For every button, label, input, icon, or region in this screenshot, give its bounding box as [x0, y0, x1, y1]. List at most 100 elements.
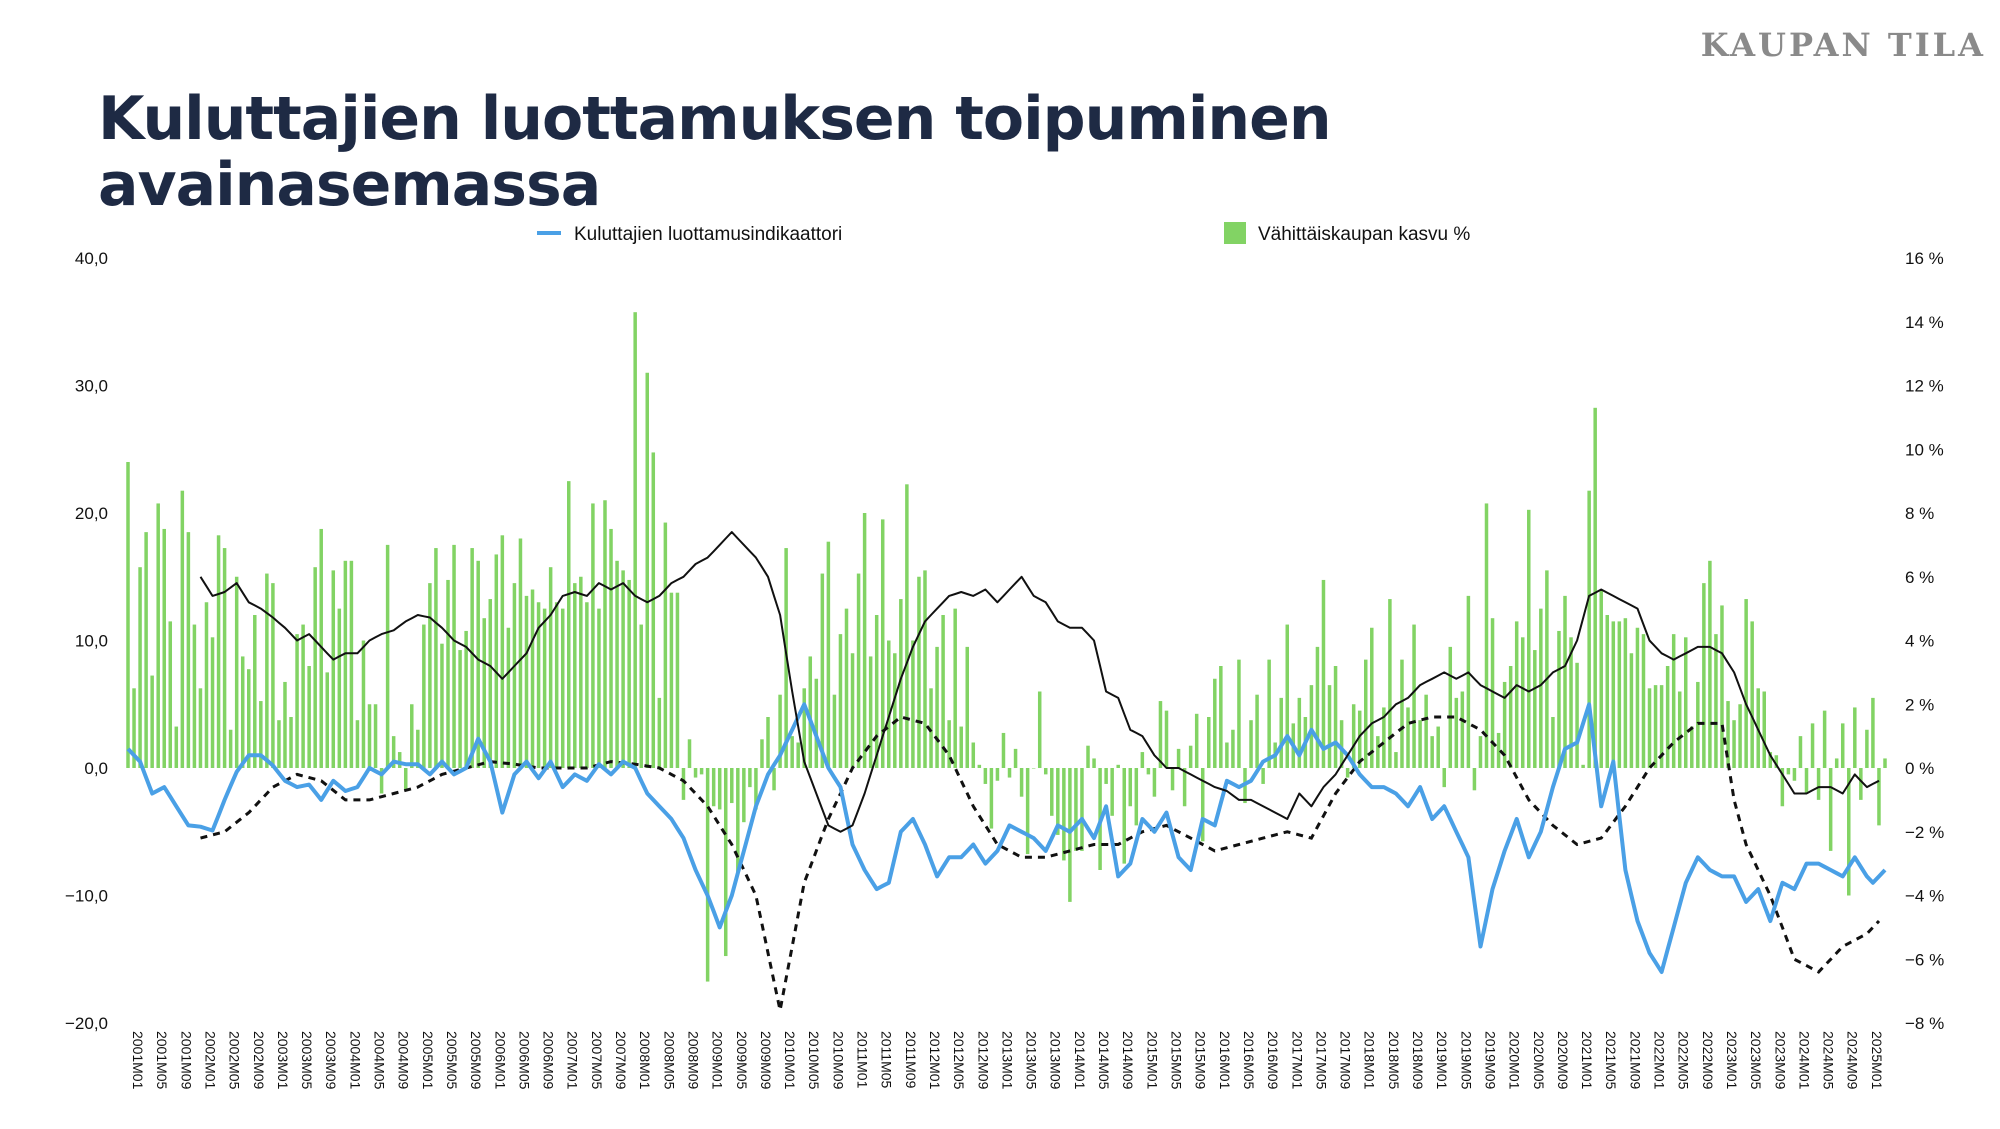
retail-bar: [1339, 720, 1344, 768]
retail-bar: [174, 726, 179, 768]
retail-bar: [512, 583, 517, 769]
x-tick-label: 2016M05: [1241, 1031, 1257, 1090]
retail-bar: [1267, 659, 1271, 769]
retail-bar: [681, 768, 686, 800]
retail-bar: [917, 576, 921, 768]
x-tick-label: 2007M09: [613, 1031, 629, 1090]
retail-bar: [989, 768, 994, 829]
retail-bar: [1478, 736, 1483, 769]
retail-bar: [355, 720, 360, 768]
retail-bar: [1122, 768, 1126, 864]
x-tick-label: 2004M05: [372, 1031, 388, 1090]
retail-bar: [271, 583, 275, 769]
retail-bar: [1019, 768, 1024, 797]
retail-bar: [579, 576, 583, 768]
retail-bar: [1400, 659, 1404, 769]
retail-bar: [277, 720, 281, 768]
retail-bar: [319, 528, 323, 768]
retail-bar: [1653, 685, 1658, 769]
retail-bar: [1164, 710, 1169, 769]
retail-bar: [325, 672, 329, 769]
legend-label-confidence: Kuluttajien luottamusindikaattori: [574, 224, 842, 245]
retail-bar: [1822, 710, 1827, 769]
title-line-1: Kuluttajien luottamuksen toipuminen: [98, 84, 1332, 154]
retail-bar: [1665, 666, 1670, 768]
x-tick-label: 2010M09: [830, 1031, 846, 1090]
right-tick-label: 2 %: [1905, 695, 1934, 714]
right-tick-label: 8 %: [1905, 504, 1934, 523]
right-tick-label: 16 %: [1905, 249, 1944, 268]
right-tick-label: 6 %: [1905, 568, 1934, 587]
x-tick-label: 2022M01: [1652, 1031, 1668, 1090]
x-tick-label: 2019M01: [1434, 1031, 1450, 1090]
retail-bar: [621, 570, 625, 769]
retail-bar: [1394, 752, 1398, 768]
x-tick-label: 2017M01: [1289, 1031, 1305, 1090]
right-tick-label: −2 %: [1905, 823, 1944, 842]
retail-bar: [639, 624, 643, 768]
retail-bar: [1092, 758, 1096, 768]
retail-bar: [367, 704, 372, 768]
right-axis: 16 % 14 % 12 % 10 % 8 % 6 % 4 % 2 % 0 % −2 % −4 % −…: [1905, 249, 1944, 1033]
retail-bar: [1170, 768, 1175, 791]
retail-bar: [862, 513, 867, 768]
retail-bar: [778, 694, 782, 768]
x-tick-label: 2025M01: [1869, 1031, 1885, 1090]
retail-bar: [893, 653, 897, 768]
retail-bar: [1714, 634, 1718, 769]
retail-bar: [1068, 768, 1072, 902]
retail-bar: [1774, 755, 1779, 768]
x-tick-label: 2017M09: [1338, 1031, 1354, 1090]
retail-bar: [150, 675, 154, 768]
retail-bar: [1249, 720, 1253, 768]
retail-bar: [301, 624, 305, 768]
retail-bar: [1406, 707, 1410, 768]
retail-bar: [222, 548, 227, 768]
retail-bar: [530, 589, 535, 768]
retail-bar: [1285, 624, 1290, 768]
retail-bar: [1031, 768, 1036, 769]
retail-bar: [820, 573, 825, 768]
retail-bar: [1351, 704, 1356, 768]
retail-bar: [1388, 599, 1392, 768]
x-tick-label: 2024M01: [1796, 1031, 1812, 1090]
retail-bar: [1152, 768, 1157, 797]
retail-bar: [1176, 748, 1181, 769]
x-tick-label: 2002M05: [227, 1031, 243, 1090]
trend-dashed-line: [200, 715, 1881, 1011]
retail-bar: [808, 656, 813, 768]
x-tick-label: 2001M09: [178, 1031, 194, 1090]
retail-bar: [446, 579, 450, 768]
x-tick-label: 2019M09: [1483, 1031, 1499, 1090]
retail-bar: [1315, 646, 1320, 769]
retail-bar: [868, 656, 873, 768]
retail-bar: [1345, 768, 1350, 778]
retail-bar: [1007, 768, 1012, 778]
retail-bar: [1527, 509, 1531, 768]
right-tick-label: −6 %: [1905, 950, 1944, 969]
retail-bar: [1333, 666, 1338, 768]
retail-bar: [144, 532, 148, 769]
retail-bar: [965, 646, 969, 769]
left-axis: 40,0 30,0 20,0 10,0 0,0 −10,0 −20,0: [65, 249, 108, 1033]
x-tick-label: 2020M05: [1531, 1031, 1547, 1090]
right-tick-label: 4 %: [1905, 632, 1934, 651]
page-title: Kuluttajien luottamuksen toipuminen avai…: [98, 86, 1598, 218]
retail-bar: [838, 634, 843, 769]
retail-bar: [850, 653, 855, 768]
retail-bar: [337, 608, 342, 769]
retail-bar: [349, 560, 354, 768]
retail-bar: [573, 583, 577, 769]
retail-bar: [1539, 608, 1543, 769]
right-tick-label: −4 %: [1905, 887, 1944, 906]
retail-bar: [1309, 685, 1314, 769]
x-tick-label: 2011M05: [879, 1031, 895, 1089]
retail-bar: [373, 704, 378, 768]
retail-bar: [1364, 659, 1368, 769]
retail-bar: [597, 608, 601, 769]
retail-bar: [802, 688, 806, 768]
retail-bar: [1050, 768, 1054, 816]
retail-bar: [126, 462, 130, 768]
retail-bar: [609, 528, 613, 768]
retail-bar: [1599, 589, 1603, 768]
